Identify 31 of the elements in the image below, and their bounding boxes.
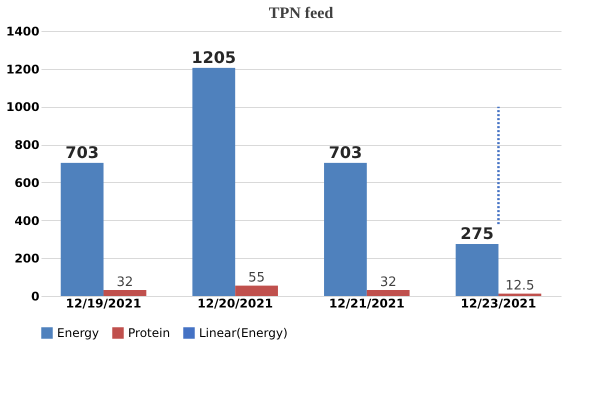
x-tick-label: 12/21/2021 (329, 296, 405, 310)
data-label: 1205 (192, 48, 236, 67)
legend-label: Linear(Energy) (199, 326, 288, 340)
chart-title: TPN feed (268, 5, 334, 22)
data-label: 12.5 (505, 278, 534, 294)
y-tick-label: 400 (14, 214, 40, 228)
y-tick-label: 0 (31, 290, 40, 304)
data-label: 703 (65, 142, 99, 162)
bar (366, 290, 410, 296)
bar (324, 162, 367, 296)
data-label: 32 (380, 274, 396, 290)
y-tick-label: 1400 (6, 24, 40, 38)
y-tick-label: 600 (14, 176, 40, 190)
data-label: 32 (116, 274, 134, 290)
legend-label: Energy (57, 326, 100, 340)
bar (235, 286, 278, 296)
bar (60, 162, 104, 296)
y-tick-label: 1000 (6, 100, 40, 114)
bar (456, 244, 498, 296)
x-tick-label: 12/23/2021 (460, 296, 536, 310)
data-label: 703 (328, 142, 362, 162)
y-tick-label: 1200 (6, 62, 40, 76)
y-tick-label: 800 (14, 138, 40, 152)
x-tick-label: 12/20/2021 (197, 296, 273, 310)
legend-label: Protein (128, 326, 170, 340)
x-tick-label: 12/19/2021 (66, 296, 142, 310)
data-label: 275 (460, 224, 494, 243)
data-label: 55 (248, 270, 265, 286)
y-tick-label: 200 (14, 252, 40, 266)
bar (104, 290, 146, 296)
bar (192, 68, 236, 296)
